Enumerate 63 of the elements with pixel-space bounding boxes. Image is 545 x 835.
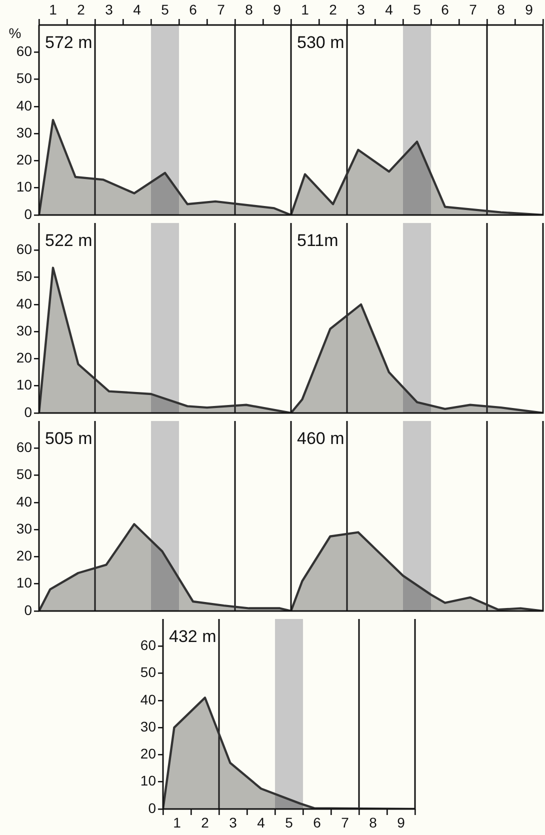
y-tick-label: 40 <box>16 97 32 114</box>
y-tick-label: 60 <box>16 43 32 59</box>
x-tick-label: 2 <box>329 1 338 18</box>
x-tick-label: 7 <box>469 1 478 18</box>
y-tick-label: 50 <box>16 70 32 86</box>
y-tick-label: 60 <box>16 439 32 455</box>
y-tick-label: 10 <box>16 178 32 195</box>
y-tick-label: 30 <box>16 124 32 140</box>
y-tick-label: 0 <box>24 404 32 420</box>
x-tick-label: 6 <box>313 814 322 830</box>
y-tick-label: 20 <box>16 548 32 564</box>
x-tick-label: 7 <box>341 814 350 830</box>
x-tick-label: 1 <box>49 1 58 18</box>
y-tick-label: 30 <box>16 520 32 536</box>
text: 432 m <box>169 627 216 646</box>
x-tick-label: 4 <box>257 814 266 830</box>
x-tick-label: 3 <box>229 814 238 830</box>
y-tick-label: 0 <box>24 602 32 618</box>
x-tick-label: 7 <box>217 1 226 18</box>
y-tick-label: 50 <box>140 664 156 680</box>
y-tick-label: 40 <box>140 691 156 708</box>
y-tick-label: 20 <box>16 350 32 366</box>
x-tick-label: 6 <box>189 1 198 18</box>
y-tick-label: 30 <box>140 718 156 734</box>
x-tick-label: 5 <box>285 814 294 830</box>
y-tick-label: 0 <box>148 800 156 816</box>
x-tick-label: 2 <box>201 814 210 830</box>
y-tick-label: 10 <box>140 772 156 789</box>
x-tick-label: 5 <box>413 1 422 18</box>
x-tick-label: 4 <box>385 1 394 18</box>
x-tick-label: 1 <box>301 1 310 18</box>
text: 505 m <box>45 429 92 448</box>
text: 522 m <box>45 231 92 250</box>
text: 530 m <box>297 33 344 52</box>
x-tick-label: 8 <box>369 814 378 830</box>
y-tick-label: 40 <box>16 493 32 510</box>
y-tick-label: 10 <box>16 574 32 591</box>
x-tick-label: 3 <box>357 1 366 18</box>
x-tick-label: 9 <box>525 1 534 18</box>
x-tick-label: 6 <box>441 1 450 18</box>
x-tick-label: 2 <box>77 1 86 18</box>
text: 511m <box>297 231 338 250</box>
y-tick-label: 0 <box>24 206 32 222</box>
x-tick-label: 4 <box>133 1 142 18</box>
y-tick-label: 10 <box>16 376 32 393</box>
x-tick-label: 9 <box>273 1 282 18</box>
text: 460 m <box>297 429 344 448</box>
y-tick-label: 60 <box>140 637 156 653</box>
y-tick-label: 20 <box>140 746 156 762</box>
y-tick-label: 50 <box>16 268 32 284</box>
x-tick-label: 5 <box>161 1 170 18</box>
y-tick-label: 20 <box>16 152 32 168</box>
x-tick-label: 8 <box>497 1 506 18</box>
y-tick-label: 30 <box>16 322 32 338</box>
x-tick-label: 8 <box>245 1 254 18</box>
text: 572 m <box>45 33 92 52</box>
x-tick-label: 3 <box>105 1 114 18</box>
y-tick-label: 60 <box>16 241 32 257</box>
y-axis-title: % <box>8 24 22 41</box>
x-tick-label: 9 <box>397 814 406 830</box>
y-tick-label: 50 <box>16 466 32 482</box>
x-tick-label: 1 <box>173 814 182 830</box>
y-tick-label: 40 <box>16 295 32 312</box>
